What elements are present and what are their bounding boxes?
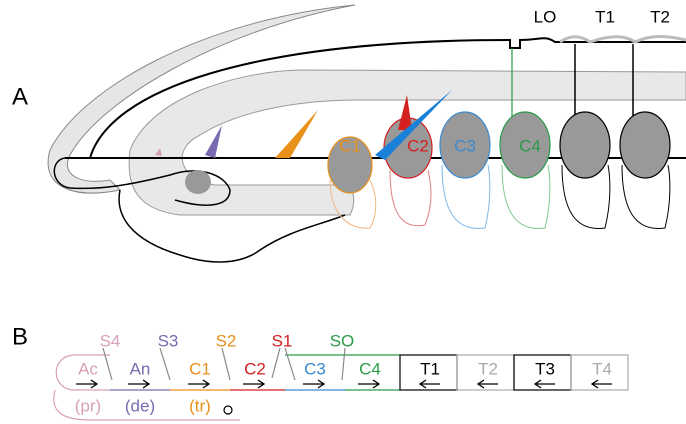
- shape: [478, 380, 498, 388]
- label: A: [12, 83, 28, 110]
- label: S2: [216, 331, 237, 350]
- shape: [224, 406, 232, 414]
- label: C4: [359, 359, 381, 378]
- label: (de): [125, 396, 155, 415]
- shape: [420, 380, 440, 388]
- label: C4: [519, 136, 541, 155]
- label: T2: [650, 7, 670, 26]
- figure: A LO T1 T2 C1 C2 C3 C4 B S4 S3 S2 S1 SO …: [0, 0, 686, 424]
- label: (tr): [189, 396, 211, 415]
- label: An: [130, 359, 151, 378]
- shape: [185, 170, 211, 194]
- label: C2: [244, 359, 266, 378]
- label: C3: [304, 359, 326, 378]
- label: S1: [272, 331, 293, 350]
- label: SO: [330, 331, 355, 350]
- label: C1: [339, 136, 361, 155]
- label: B: [12, 323, 28, 350]
- panel-a: [48, 5, 686, 262]
- shape: [535, 380, 555, 388]
- label: T1: [595, 7, 615, 26]
- label: T3: [535, 359, 555, 378]
- label: Ac: [78, 359, 98, 378]
- arrows: [76, 380, 612, 388]
- label: LO: [534, 7, 557, 26]
- shape: [620, 112, 670, 178]
- shape: [243, 380, 264, 388]
- shape: [303, 380, 324, 388]
- label: T1: [420, 359, 440, 378]
- shape: [76, 380, 97, 388]
- label: C2: [407, 136, 429, 155]
- shape: [128, 380, 149, 388]
- shape: [275, 110, 318, 158]
- label: T4: [592, 359, 612, 378]
- label: S3: [158, 331, 179, 350]
- shape: [188, 380, 209, 388]
- shape: [358, 380, 379, 388]
- shape: [560, 112, 610, 178]
- label: (pr): [75, 396, 101, 415]
- label: C1: [189, 359, 211, 378]
- label: C3: [454, 136, 476, 155]
- label: S4: [100, 331, 121, 350]
- shape: [592, 380, 612, 388]
- label: T2: [478, 359, 498, 378]
